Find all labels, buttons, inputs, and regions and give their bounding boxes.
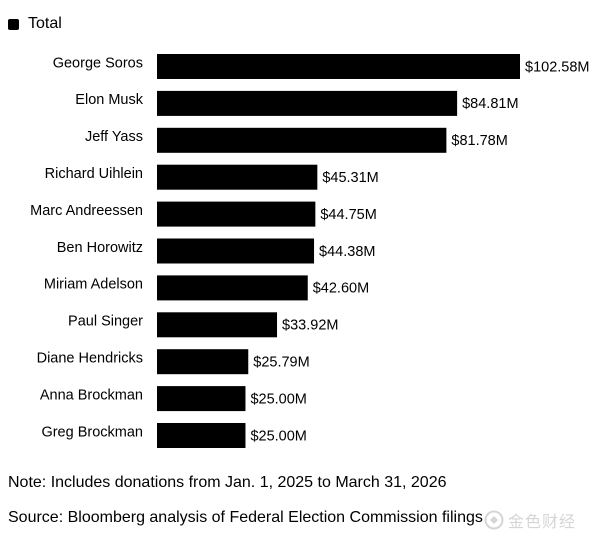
value-label: $102.58M [525, 59, 590, 75]
bar [157, 238, 315, 264]
category-label: Marc Andreessen [30, 203, 143, 219]
category-label: George Soros [53, 55, 143, 71]
category-label: Richard Uihlein [45, 166, 143, 182]
value-label: $25.00M [250, 428, 306, 444]
value-label: $42.60M [313, 281, 369, 297]
bar [157, 312, 278, 338]
category-label: Miriam Adelson [44, 277, 143, 293]
bar [157, 90, 458, 116]
value-label: $25.79M [253, 355, 309, 371]
watermark: 金色财经 [484, 508, 576, 532]
value-label: $25.00M [250, 391, 306, 407]
category-label: Elon Musk [75, 92, 143, 108]
bar [157, 275, 308, 301]
value-label: $44.38M [319, 244, 375, 260]
category-label: Diane Hendricks [37, 351, 143, 367]
category-label: Paul Singer [68, 314, 143, 330]
value-label: $81.78M [451, 133, 507, 149]
bar-chart: George Soros $102.58M Elon Musk $84.81M Jeff… [30, 54, 590, 448]
value-label: $45.31M [322, 170, 378, 186]
chart-note: Note: Includes donations from Jan. 1, 20… [8, 474, 447, 491]
bar [157, 201, 316, 227]
bar [157, 386, 246, 412]
bar [157, 164, 318, 190]
category-label: Anna Brockman [40, 387, 143, 403]
category-label: Greg Brockman [41, 424, 143, 440]
value-label: $84.81M [462, 96, 518, 112]
legend-swatch [8, 18, 19, 30]
bar [157, 423, 246, 448]
legend-label: Total [28, 15, 62, 32]
chart-source: Source: Bloomberg analysis of Federal El… [8, 509, 483, 526]
watermark-text: 金色财经 [508, 512, 577, 531]
category-label: Ben Horowitz [57, 240, 143, 256]
bar [157, 349, 249, 375]
bar [157, 54, 520, 79]
bar [157, 127, 447, 153]
gold-coin-logo-icon [484, 510, 504, 530]
value-label: $33.92M [282, 318, 338, 334]
value-label: $44.75M [320, 207, 376, 223]
category-label: Jeff Yass [85, 129, 143, 145]
chart-legend: Total [8, 13, 62, 35]
